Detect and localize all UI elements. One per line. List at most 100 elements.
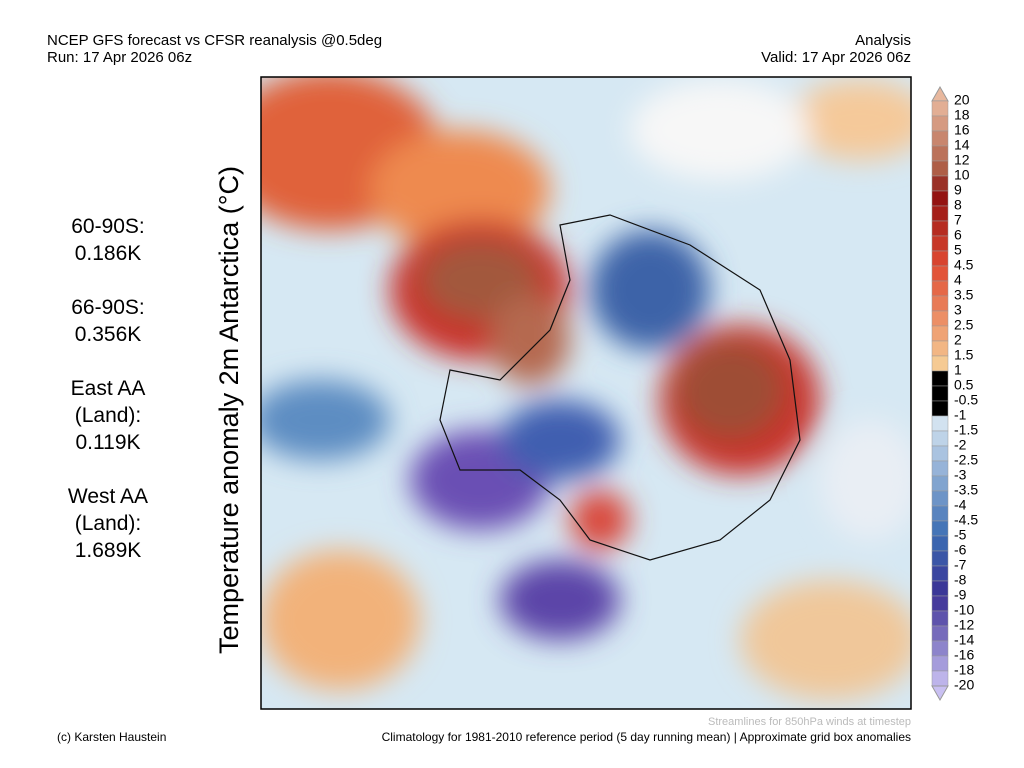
- colorbar-label: 12: [954, 152, 970, 168]
- credit: (c) Karsten Haustein: [57, 730, 166, 744]
- colorbar-label: -14: [954, 632, 974, 648]
- colorbar-segment: [931, 355, 949, 372]
- title: NCEP GFS forecast vs CFSR reanalysis @0.…: [47, 32, 382, 49]
- colorbar-label: 2: [954, 332, 962, 348]
- colorbar-label: -2.5: [954, 452, 978, 468]
- colorbar-label: 2.5: [954, 317, 974, 333]
- colorbar-label: 1.5: [954, 347, 974, 363]
- colorbar-segment: [931, 640, 949, 657]
- colorbar-segment: [931, 370, 949, 387]
- colorbar-segment: [931, 190, 949, 207]
- colorbar-label: 3: [954, 302, 962, 318]
- colorbar-segment: [931, 310, 949, 327]
- colorbar-label: 16: [954, 122, 970, 138]
- climatology: Climatology for 1981-2010 reference peri…: [382, 730, 911, 744]
- stat-line: East AA: [71, 377, 146, 400]
- colorbar-label: -4.5: [954, 512, 978, 528]
- colorbar-label: -5: [954, 527, 967, 543]
- colorbar-segment: [931, 415, 949, 432]
- colorbar-label: 4.5: [954, 257, 974, 273]
- colorbar-cap: [931, 85, 949, 102]
- stat-line: 66-90S:: [71, 296, 145, 319]
- streamline-note: Streamlines for 850hPa winds at timestep: [708, 716, 911, 728]
- colorbar-segment: [931, 175, 949, 192]
- map: [261, 77, 911, 709]
- map-frame: [260, 76, 912, 710]
- colorbar-segment: [931, 670, 949, 687]
- colorbar-label: 3.5: [954, 287, 974, 303]
- colorbar-label: -7: [954, 557, 967, 573]
- colorbar-label: 8: [954, 197, 962, 213]
- colorbar-segment: [931, 340, 949, 357]
- colorbar-segment: [931, 610, 949, 627]
- run: Run: 17 Apr 2026 06z: [47, 49, 192, 66]
- colorbar-segment: [931, 445, 949, 462]
- colorbar-label: -9: [954, 587, 967, 603]
- colorbar: 201816141210987654.543.532.521.510.5-0.5…: [931, 85, 978, 702]
- colorbar-segment: [931, 280, 949, 297]
- colorbar-segment: [931, 655, 949, 672]
- stat-line: West AA: [68, 485, 148, 508]
- colorbar-segment: [931, 100, 949, 117]
- colorbar-cap: [931, 685, 949, 702]
- colorbar-label: -1.5: [954, 422, 978, 438]
- colorbar-segment: [931, 520, 949, 537]
- colorbar-label: -2: [954, 437, 967, 453]
- stat-line: 0.186K: [75, 242, 142, 265]
- colorbar-label: 0.5: [954, 377, 974, 393]
- stats: 60-90S: 0.186K 66-90S: 0.356K East AA (Land):…: [68, 215, 148, 562]
- colorbar-label: -18: [954, 662, 974, 678]
- colorbar-label: 4: [954, 272, 962, 288]
- colorbar-segment: [931, 580, 949, 597]
- colorbar-segment: [931, 235, 949, 252]
- colorbar-segment: [931, 625, 949, 642]
- colorbar-label: -3: [954, 467, 967, 483]
- stat-line: (Land):: [75, 512, 142, 535]
- colorbar-segment: [931, 385, 949, 402]
- colorbar-segment: [931, 130, 949, 147]
- colorbar-segment: [931, 160, 949, 177]
- mode: Analysis: [855, 32, 911, 49]
- colorbar-segment: [931, 250, 949, 267]
- valid: Valid: 17 Apr 2026 06z: [761, 49, 911, 66]
- colorbar-segment: [931, 220, 949, 237]
- colorbar-segment: [931, 550, 949, 567]
- colorbar-label: -3.5: [954, 482, 978, 498]
- colorbar-segment: [931, 265, 949, 282]
- stat-line: 0.119K: [76, 431, 141, 454]
- colorbar-label: 6: [954, 227, 962, 243]
- colorbar-label: -1: [954, 407, 967, 423]
- colorbar-segment: [931, 430, 949, 447]
- colorbar-segment: [931, 295, 949, 312]
- colorbar-label: 20: [954, 92, 970, 108]
- colorbar-label: 14: [954, 137, 970, 153]
- colorbar-label: -4: [954, 497, 967, 513]
- stat-line: 60-90S:: [71, 215, 145, 238]
- colorbar-label: -12: [954, 617, 974, 633]
- stat-line: (Land):: [75, 404, 142, 427]
- colorbar-label: 9: [954, 182, 962, 198]
- colorbar-label: -16: [954, 647, 974, 663]
- colorbar-segment: [931, 145, 949, 162]
- colorbar-segment: [931, 505, 949, 522]
- axis-label: Temperature anomaly 2m Antarctica (°C): [214, 166, 244, 654]
- colorbar-segment: [931, 535, 949, 552]
- colorbar-segment: [931, 475, 949, 492]
- colorbar-segment: [931, 565, 949, 582]
- colorbar-label: -20: [954, 677, 974, 693]
- colorbar-label: 5: [954, 242, 962, 258]
- colorbar-segment: [931, 595, 949, 612]
- colorbar-segment: [931, 115, 949, 132]
- colorbar-segment: [931, 460, 949, 477]
- colorbar-segment: [931, 400, 949, 417]
- colorbar-label: 7: [954, 212, 962, 228]
- colorbar-label: 18: [954, 107, 970, 123]
- colorbar-segment: [931, 205, 949, 222]
- colorbar-label: -0.5: [954, 392, 978, 408]
- stat-line: 0.356K: [75, 323, 142, 346]
- colorbar-label: -6: [954, 542, 967, 558]
- colorbar-segment: [931, 490, 949, 507]
- colorbar-label: -10: [954, 602, 974, 618]
- colorbar-label: -8: [954, 572, 967, 588]
